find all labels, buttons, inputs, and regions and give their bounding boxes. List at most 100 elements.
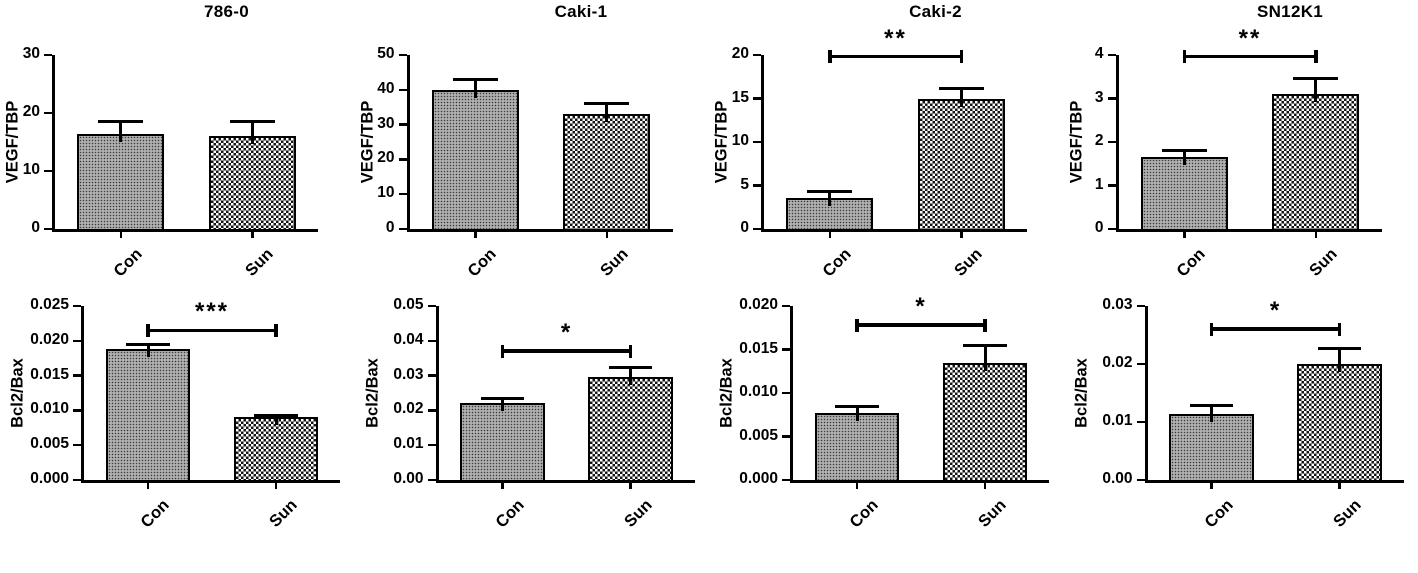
y-tick-label: 20: [0, 103, 40, 121]
y-tick-label: 0.01: [360, 435, 424, 453]
x-tick-mark: [501, 483, 504, 489]
y-tick-mark: [428, 374, 436, 377]
y-tick-mark: [428, 340, 436, 343]
y-tick-label: 0.03: [1069, 296, 1133, 314]
y-tick-mark: [399, 193, 407, 196]
significance-bracket-cap: [855, 319, 859, 332]
y-tick-label: 0.05: [360, 296, 424, 314]
y-tick-label: 0: [685, 219, 749, 237]
x-tick-mark: [1183, 232, 1186, 238]
y-tick-label: 30: [331, 115, 395, 133]
bar-sun: [588, 377, 672, 482]
y-tick-label: 40: [331, 80, 395, 98]
error-bar-line: [501, 400, 504, 412]
y-tick-label: 30: [0, 45, 40, 63]
y-tick-mark: [399, 123, 407, 126]
error-bar-cap: [126, 343, 170, 346]
x-category-label-sun: Sun: [224, 496, 301, 573]
y-tick-mark: [44, 170, 52, 173]
significance-bracket-line: [503, 349, 631, 353]
y-tick-mark: [782, 392, 790, 395]
error-bar-line: [119, 122, 122, 142]
x-tick-mark: [606, 232, 609, 238]
y-tick-label: 0.005: [5, 435, 69, 453]
significance-stars: *: [503, 321, 631, 345]
y-tick-mark: [753, 184, 761, 187]
significance-bracket-cap: [1210, 323, 1214, 336]
chart-title: 786-0: [95, 2, 358, 22]
x-tick-mark: [984, 483, 987, 489]
error-bar-line: [629, 368, 632, 384]
bar-sun: [943, 363, 1027, 482]
x-tick-mark: [275, 483, 278, 489]
y-tick-mark: [428, 305, 436, 308]
error-bar-line: [984, 346, 987, 371]
x-tick-mark: [960, 232, 963, 238]
significance-stars: **: [830, 27, 962, 51]
bar-sun: [209, 136, 296, 231]
error-bar-cap: [98, 120, 143, 123]
y-tick-mark: [782, 305, 790, 308]
y-axis-title: Bcl2/Bax: [1072, 306, 1091, 480]
y-tick-label: 50: [331, 45, 395, 63]
error-bar-line: [474, 80, 477, 97]
bar-con: [815, 413, 899, 482]
y-tick-mark: [44, 112, 52, 115]
bar-con: [77, 134, 164, 231]
y-axis-title: VEGF/TBP: [4, 55, 23, 229]
x-tick-mark: [1315, 232, 1318, 238]
y-tick-mark: [1108, 184, 1116, 187]
error-bar-line: [275, 416, 278, 425]
error-bar-cap: [807, 190, 852, 193]
y-tick-label: 0.025: [5, 296, 69, 314]
y-tick-mark: [1137, 479, 1145, 482]
x-tick-mark: [856, 483, 859, 489]
y-tick-mark: [1108, 228, 1116, 231]
y-tick-mark: [399, 158, 407, 161]
x-tick-mark: [474, 232, 477, 238]
y-tick-label: 0: [1040, 219, 1104, 237]
y-tick-label: 4: [1040, 45, 1104, 63]
bar-sun: [563, 114, 650, 231]
y-tick-label: 0.000: [5, 470, 69, 488]
y-tick-label: 0.03: [360, 366, 424, 384]
y-tick-label: 0.00: [1069, 470, 1133, 488]
x-category-label-con: Con: [805, 496, 882, 573]
error-bar-line: [1210, 407, 1213, 422]
error-bar-line: [828, 193, 831, 206]
error-bar-cap: [481, 397, 525, 400]
error-bar-cap: [1162, 149, 1207, 152]
significance-stars: **: [1184, 27, 1316, 51]
significance-bracket-cap: [960, 50, 964, 63]
y-tick-label: 5: [685, 176, 749, 194]
y-tick-label: 0.020: [5, 331, 69, 349]
significance-bracket-cap: [629, 345, 633, 358]
error-bar-cap: [254, 414, 298, 417]
x-tick-mark: [251, 232, 254, 238]
error-bar-cap: [835, 405, 879, 408]
y-tick-mark: [753, 97, 761, 100]
significance-bracket-cap: [983, 319, 987, 332]
y-tick-mark: [753, 141, 761, 144]
significance-bracket-line: [1184, 55, 1316, 59]
bar-con: [1141, 157, 1228, 231]
significance-stars: ***: [148, 300, 276, 324]
y-tick-mark: [399, 54, 407, 57]
error-bar-line: [856, 408, 859, 421]
y-tick-label: 3: [1040, 89, 1104, 107]
chart-title: SN12K1: [1159, 2, 1418, 22]
y-tick-label: 0: [0, 219, 40, 237]
y-tick-mark: [782, 348, 790, 351]
y-tick-mark: [73, 374, 81, 377]
x-category-label-con: Con: [1160, 496, 1237, 573]
x-category-label-sun: Sun: [1288, 496, 1365, 573]
y-tick-mark: [73, 340, 81, 343]
significance-bracket-cap: [501, 345, 505, 358]
x-tick-mark: [629, 483, 632, 489]
bar-sun: [918, 99, 1005, 231]
error-bar-line: [251, 122, 254, 144]
y-tick-label: 0.005: [714, 427, 778, 445]
